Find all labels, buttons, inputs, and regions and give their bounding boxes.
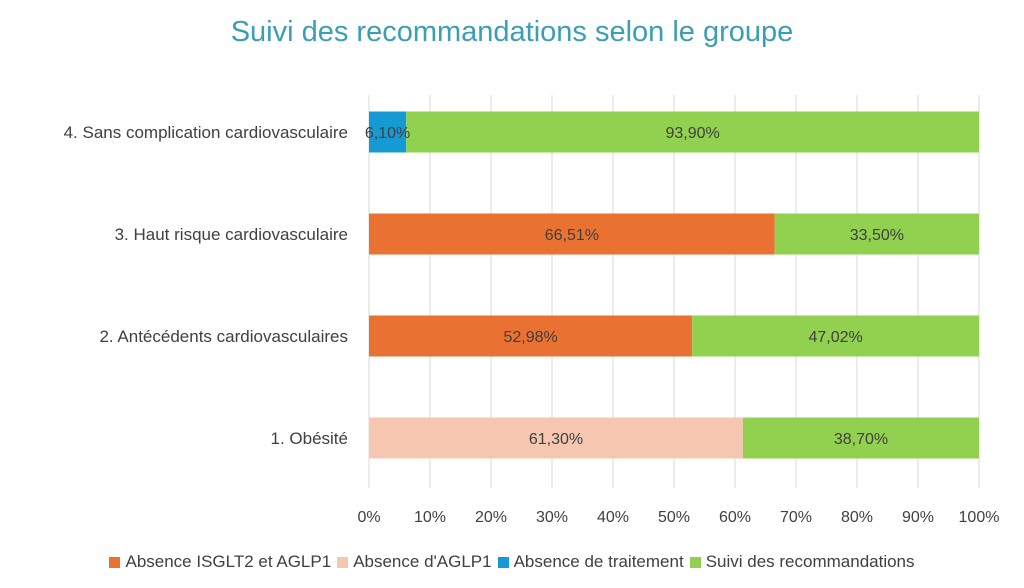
x-tick-label: 40% (597, 509, 629, 526)
legend-item: Absence d'AGLP1 (337, 552, 492, 572)
x-tick-label: 80% (841, 509, 873, 526)
legend-swatch (497, 556, 509, 568)
data-label: 6,10% (365, 125, 410, 142)
legend-label: Absence de traitement (513, 552, 684, 571)
x-tick-label: 30% (536, 509, 568, 526)
chart-plot: 0% 10% 20% 30% 40% 50% 60% 70% 80% 90% 100% 1. Obés… (64, 95, 1000, 526)
bar-segment (742, 417, 979, 459)
x-tick-label: 70% (780, 509, 812, 526)
bar-segment (406, 111, 980, 153)
x-tick-label: 50% (658, 509, 690, 526)
bar-segment (692, 315, 979, 357)
data-label: 38,70% (834, 431, 888, 448)
bar-segment (369, 417, 743, 459)
bar-segment (369, 213, 775, 255)
bar-segment (774, 213, 979, 255)
data-label: 33,50% (850, 227, 904, 244)
data-label: 66,51% (545, 227, 599, 244)
x-tick-label: 10% (414, 509, 446, 526)
data-label: 61,30% (529, 431, 583, 448)
x-tick-label: 60% (719, 509, 751, 526)
legend-swatch (109, 556, 121, 568)
legend-label: Absence ISGLT2 et AGLP1 (125, 552, 332, 571)
legend-item: Absence de traitement (497, 552, 684, 572)
x-tick-label: 100% (959, 509, 1000, 526)
legend-item: Absence ISGLT2 et AGLP1 (109, 552, 331, 572)
data-label: 47,02% (808, 329, 862, 346)
data-label: 52,98% (503, 329, 557, 346)
category-label: 3. Haut risque cardiovasculaire (115, 225, 348, 244)
bar-segment (369, 315, 693, 357)
legend-swatch (689, 556, 701, 568)
chart-title: Suivi des recommandations selon le group… (230, 16, 794, 48)
data-label: 93,90% (665, 125, 719, 142)
legend-item: Suivi des recommandations (689, 552, 915, 572)
legend-swatch (337, 556, 349, 568)
chart-legend: Absence ISGLT2 et AGLP1 Absence d'AGLP1 Ab… (0, 548, 1024, 576)
category-label: 4. Sans complication cardiovasculaire (64, 123, 348, 142)
x-tick-label: 0% (357, 509, 380, 526)
x-tick-label: 90% (902, 509, 934, 526)
x-tick-label: 20% (475, 509, 507, 526)
legend-label: Absence d'AGLP1 (353, 552, 492, 571)
category-label: 2. Antécédents cardiovasculaires (99, 327, 348, 346)
bar-segment (369, 111, 407, 153)
legend-label: Suivi des recommandations (705, 552, 915, 571)
category-label: 1. Obésité (271, 429, 349, 448)
